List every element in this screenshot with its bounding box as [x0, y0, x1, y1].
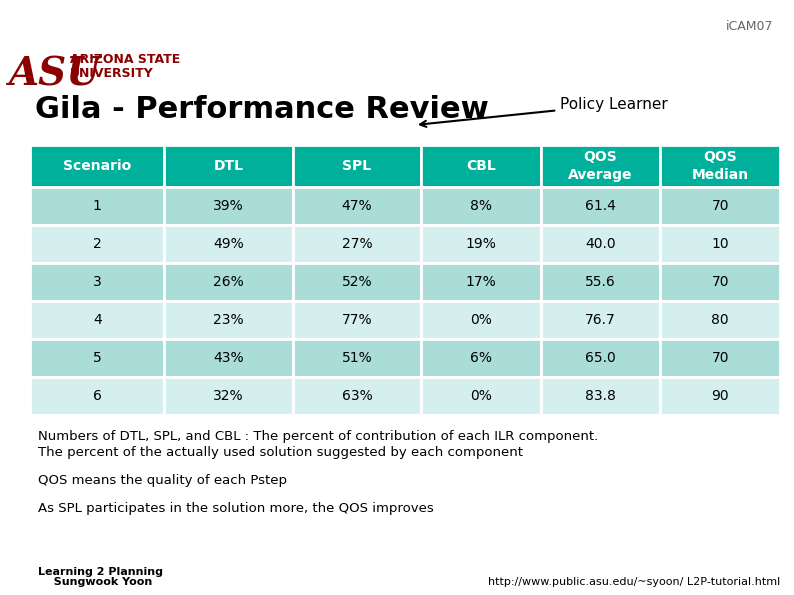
Text: SPL: SPL [342, 159, 372, 173]
Text: 1: 1 [93, 199, 102, 213]
Bar [541, 263, 661, 301]
Text: 5: 5 [93, 351, 102, 365]
Text: 4: 4 [93, 313, 102, 327]
Text: Learning 2 Planning: Learning 2 Planning [38, 567, 163, 577]
Text: Scenario: Scenario [63, 159, 131, 173]
Bar [421, 225, 541, 263]
Text: 39%: 39% [213, 199, 244, 213]
Text: Numbers of DTL, SPL, and CBL : The percent of contribution of each ILR component: Numbers of DTL, SPL, and CBL : The perce… [38, 430, 598, 443]
Bar [30, 225, 164, 263]
Text: 80: 80 [711, 313, 729, 327]
Text: 6%: 6% [470, 351, 491, 365]
Text: 19%: 19% [465, 237, 496, 251]
Bar [30, 187, 164, 225]
Text: 32%: 32% [214, 389, 244, 403]
Bar [293, 339, 421, 377]
Bar [293, 377, 421, 415]
Text: DTL: DTL [214, 159, 244, 173]
Bar [30, 263, 164, 301]
Text: 61.4: 61.4 [585, 199, 616, 213]
Bar [293, 225, 421, 263]
Bar [421, 301, 541, 339]
Bar [164, 339, 293, 377]
Bar [661, 377, 780, 415]
Text: 0%: 0% [470, 313, 491, 327]
Bar [421, 187, 541, 225]
Text: ARIZONA STATE: ARIZONA STATE [70, 53, 180, 66]
Text: 70: 70 [711, 275, 729, 289]
Text: QOS
Median: QOS Median [692, 151, 749, 181]
Bar [541, 145, 661, 187]
Text: 83.8: 83.8 [585, 389, 616, 403]
Text: UNIVERSITY: UNIVERSITY [70, 67, 154, 80]
Text: http://www.public.asu.edu/~syoon/ L2P-tutorial.html: http://www.public.asu.edu/~syoon/ L2P-tu… [488, 577, 780, 587]
Bar [421, 145, 541, 187]
Text: 76.7: 76.7 [585, 313, 616, 327]
Bar [30, 301, 164, 339]
Text: iCAM07: iCAM07 [727, 20, 773, 33]
Text: 70: 70 [711, 351, 729, 365]
Bar [541, 187, 661, 225]
Bar [30, 145, 164, 187]
Bar [164, 263, 293, 301]
Bar [541, 301, 661, 339]
Bar [541, 225, 661, 263]
Bar [421, 377, 541, 415]
Text: 26%: 26% [213, 275, 244, 289]
Bar [293, 301, 421, 339]
Bar [661, 301, 780, 339]
Text: 63%: 63% [341, 389, 372, 403]
Text: 55.6: 55.6 [585, 275, 616, 289]
Bar [30, 377, 164, 415]
Text: 52%: 52% [341, 275, 372, 289]
Text: 8%: 8% [470, 199, 491, 213]
Bar [661, 225, 780, 263]
Bar [293, 263, 421, 301]
Bar [293, 145, 421, 187]
Bar [164, 377, 293, 415]
Text: 65.0: 65.0 [585, 351, 616, 365]
Text: 90: 90 [711, 389, 729, 403]
Text: 3: 3 [93, 275, 102, 289]
Bar [164, 145, 293, 187]
Text: 49%: 49% [213, 237, 244, 251]
Text: 17%: 17% [465, 275, 496, 289]
Text: QOS
Average: QOS Average [569, 151, 633, 181]
Bar [661, 187, 780, 225]
Bar [661, 339, 780, 377]
Bar [164, 301, 293, 339]
Text: 10: 10 [711, 237, 729, 251]
Text: Gila - Performance Review: Gila - Performance Review [35, 95, 489, 124]
Bar [293, 187, 421, 225]
Text: 27%: 27% [341, 237, 372, 251]
Bar [541, 377, 661, 415]
Bar [30, 339, 164, 377]
Text: QOS means the quality of each Pstep: QOS means the quality of each Pstep [38, 474, 287, 487]
Text: The percent of the actually used solution suggested by each component: The percent of the actually used solutio… [38, 446, 523, 459]
Text: 0%: 0% [470, 389, 491, 403]
Text: Sungwook Yoon: Sungwook Yoon [46, 577, 152, 587]
Text: 23%: 23% [214, 313, 244, 327]
Bar [164, 187, 293, 225]
Text: CBL: CBL [466, 159, 495, 173]
Text: 40.0: 40.0 [585, 237, 616, 251]
Text: 43%: 43% [214, 351, 244, 365]
Text: Policy Learner: Policy Learner [420, 97, 668, 127]
Bar [541, 339, 661, 377]
Text: ASU: ASU [8, 55, 100, 93]
Bar [421, 339, 541, 377]
Text: 2: 2 [93, 237, 102, 251]
Bar [661, 263, 780, 301]
Text: 47%: 47% [341, 199, 372, 213]
Bar [164, 225, 293, 263]
Bar [421, 263, 541, 301]
Text: 70: 70 [711, 199, 729, 213]
Text: 6: 6 [93, 389, 102, 403]
Text: 51%: 51% [341, 351, 372, 365]
Text: As SPL participates in the solution more, the QOS improves: As SPL participates in the solution more… [38, 502, 434, 515]
Text: 77%: 77% [341, 313, 372, 327]
Bar [661, 145, 780, 187]
